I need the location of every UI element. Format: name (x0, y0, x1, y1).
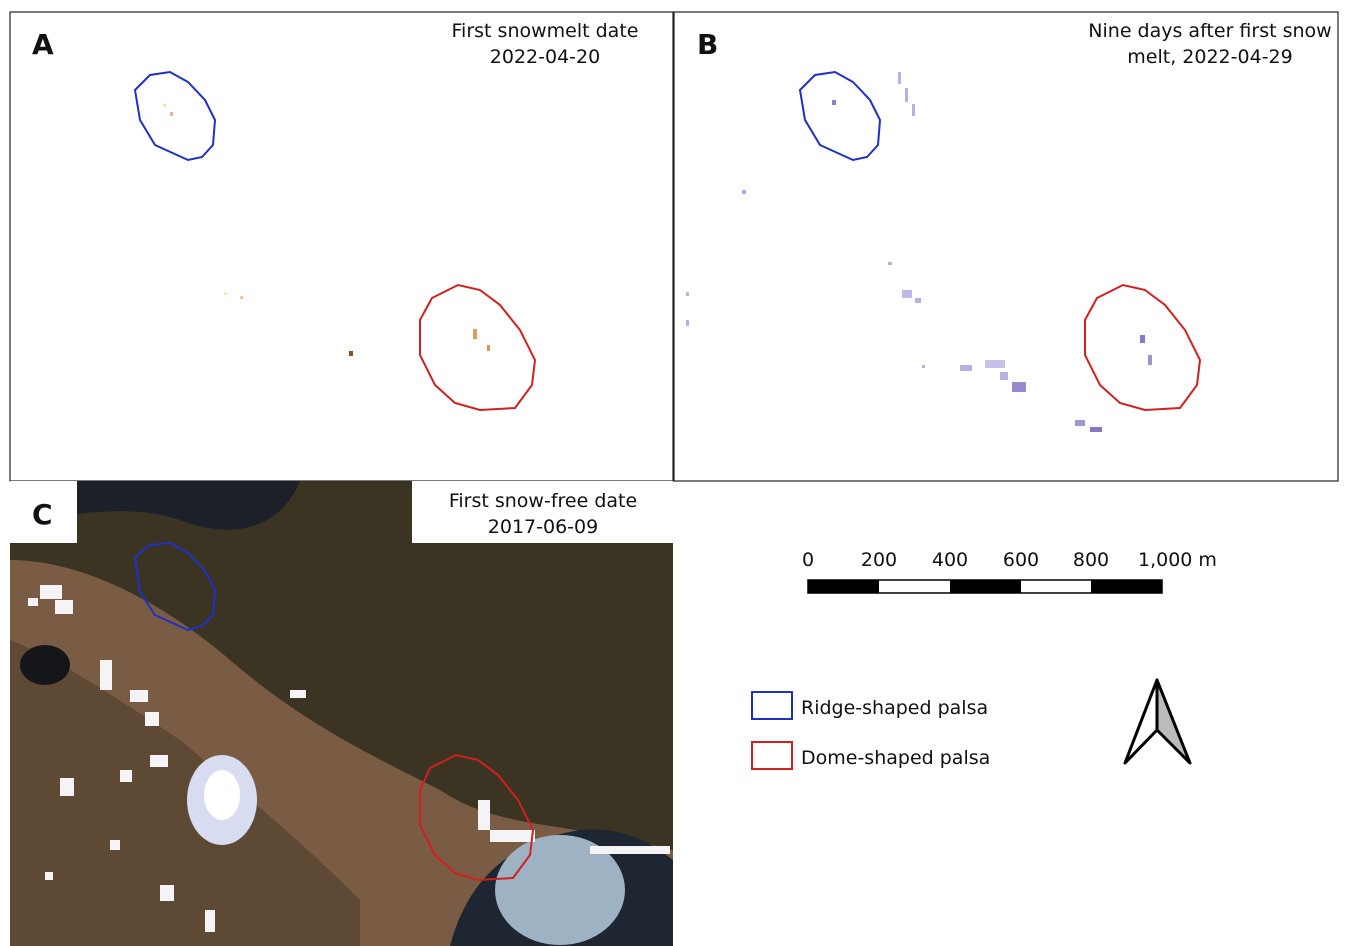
panel-b-frame (674, 12, 1338, 481)
scale-label: 0 (802, 549, 814, 571)
panel-letter: A (32, 28, 54, 61)
legend-swatch (752, 692, 792, 719)
panel-title: melt, 2022-04-29 (1127, 46, 1292, 68)
panel-title: Nine days after first snow (1088, 20, 1331, 42)
panel-title: 2017-06-09 (488, 516, 598, 538)
scale-label: 1,000 m (1138, 549, 1217, 571)
panel-letter: C (32, 498, 53, 531)
figure: A First snowmelt date 2022-04-20 B Nine … (0, 0, 1348, 946)
panel-a-frame (10, 12, 673, 481)
scale-label: 200 (861, 549, 897, 571)
legend-swatch (752, 742, 792, 769)
panel-title: 2022-04-20 (490, 46, 600, 68)
scale-label: 600 (1003, 549, 1039, 571)
panel-title: First snowmelt date (452, 20, 639, 42)
scale-label: 800 (1073, 549, 1109, 571)
panel-c-image (10, 481, 673, 946)
legend-label: Ridge-shaped palsa (801, 697, 988, 719)
panel-title: First snow-free date (449, 490, 637, 512)
page: A First snowmelt date 2022-04-20 B Nine … (0, 0, 1348, 946)
legend-label: Dome-shaped palsa (801, 747, 990, 769)
scale-bar: 0 200 400 600 800 1,000 m (802, 549, 1217, 593)
panel-letter: B (697, 28, 718, 61)
scale-label: 400 (932, 549, 968, 571)
north-arrow (1125, 680, 1190, 763)
